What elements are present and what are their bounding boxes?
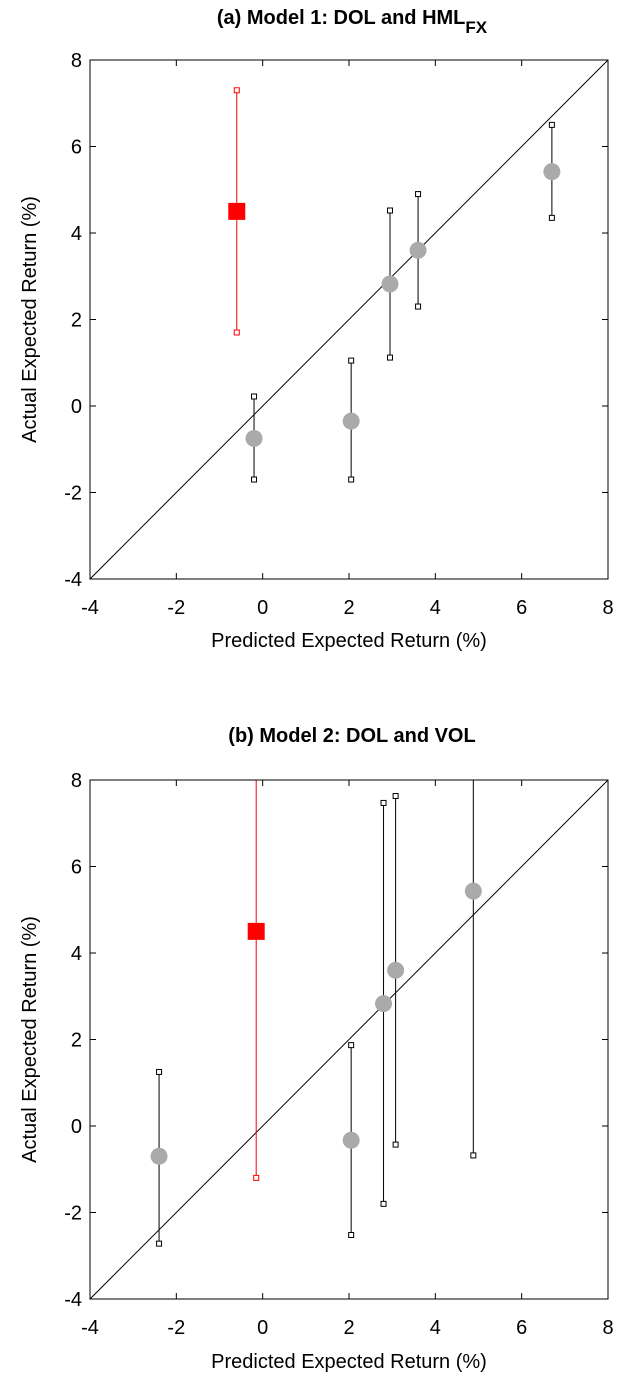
x-tick-label-3: 2	[343, 597, 354, 619]
y-tick-label-4: 4	[71, 943, 82, 965]
y-axis-label: Actual Expected Return (%)	[19, 196, 41, 443]
data-point-3	[381, 275, 399, 293]
error-bar-low-cap-2	[348, 476, 355, 483]
x-tick-label-6: 8	[602, 597, 613, 619]
plot-marks	[228, 87, 561, 483]
error-bar-low-cap-4	[392, 1141, 399, 1148]
x-tick-label-5: 6	[516, 597, 527, 619]
highlight-point-1	[247, 922, 265, 940]
y-tick-label-6: 8	[71, 50, 82, 72]
y-tick-label-1: -2	[64, 483, 82, 505]
error-bar-high-cap-5	[548, 121, 555, 128]
x-tick-label-0: -4	[81, 597, 99, 619]
x-tick-label-2: 0	[257, 1317, 268, 1339]
data-point-2	[342, 412, 360, 430]
error-bar-low-cap-1	[253, 1174, 260, 1181]
diagonal-line	[89, 779, 609, 1300]
y-tick-label-5: 6	[71, 857, 82, 879]
data-point-4	[409, 241, 427, 259]
x-tick-label-0: -4	[81, 1317, 99, 1339]
chart-panel-b: (b) Model 2: DOL and VOL -4 -2 0 2 4 6 8 -4 -2 0 2 4…	[0, 688, 618, 1375]
error-bar-high-cap-3	[380, 799, 387, 806]
x-tick-label-1: -2	[167, 597, 185, 619]
chart-a: (a) Model 1: DOL and HMLFX -4 -2 0 2 4 6 8 -4 -2 0…	[19, 7, 614, 652]
error-bar-low-cap-1	[251, 476, 258, 483]
error-bar-high-cap-1	[251, 393, 258, 400]
x-tick-label-1: -2	[167, 1317, 185, 1339]
diagonal-line	[89, 59, 609, 580]
y-axis-label: Actual Expected Return (%)	[19, 916, 41, 1163]
data-point-1	[245, 429, 263, 447]
y-tick-label-3: 2	[71, 310, 82, 332]
error-bar-low-cap-5	[548, 214, 555, 221]
error-bar-low-cap-2	[348, 1231, 355, 1238]
y-tick-label-3: 2	[71, 1030, 82, 1052]
y-tick-label-2: 0	[71, 1116, 82, 1138]
chart-title-subscript: FX	[465, 18, 487, 37]
data-point-3	[375, 995, 393, 1013]
y-tick-label-1: -2	[64, 1203, 82, 1225]
error-bar-high-cap-4	[415, 191, 422, 198]
x-tick-label-4: 4	[430, 1317, 441, 1339]
chart-title: (b) Model 2: DOL and VOL	[228, 725, 475, 747]
y-tick-label-0: -4	[64, 1289, 82, 1311]
error-bar-high-cap-0	[156, 1068, 163, 1075]
error-bar-low-cap-3	[380, 1200, 387, 1207]
data-point-5	[464, 882, 482, 900]
error-bar-low-cap-0	[156, 1240, 163, 1247]
error-bar-high-cap-4	[392, 793, 399, 800]
x-tick-label-5: 6	[516, 1317, 527, 1339]
error-bar-high-cap-3	[387, 207, 394, 214]
plot-marks	[150, 780, 482, 1247]
error-bar-high-cap-0	[233, 87, 240, 94]
data-point-5	[543, 163, 561, 181]
y-tick-label-6: 8	[71, 770, 82, 792]
x-tick-label-2: 0	[257, 597, 268, 619]
y-tick-label-0: -4	[64, 569, 82, 591]
error-bar-low-cap-5	[470, 1152, 477, 1159]
data-point-2	[342, 1131, 360, 1149]
error-bar-high-cap-2	[348, 1042, 355, 1049]
chart-b: (b) Model 2: DOL and VOL -4 -2 0 2 4 6 8 -4 -2 0 2 4…	[19, 725, 614, 1373]
chart-title: (a) Model 1: DOL and HMLFX	[217, 7, 488, 37]
error-bar-high-cap-2	[348, 357, 355, 364]
x-tick-label-4: 4	[430, 597, 441, 619]
error-bar-low-cap-4	[415, 303, 422, 310]
error-bar-low-cap-0	[233, 329, 240, 336]
chart-panel-a: (a) Model 1: DOL and HMLFX -4 -2 0 2 4 6 8 -4 -2 0…	[0, 0, 618, 670]
x-axis-label: Predicted Expected Return (%)	[211, 630, 487, 652]
y-tick-label-2: 0	[71, 396, 82, 418]
error-bar-low-cap-3	[387, 354, 394, 361]
x-tick-label-3: 2	[343, 1317, 354, 1339]
data-point-4	[387, 961, 405, 979]
data-point-0	[150, 1147, 168, 1165]
x-axis-label: Predicted Expected Return (%)	[211, 1351, 487, 1373]
y-tick-label-5: 6	[71, 137, 82, 159]
y-tick-label-4: 4	[71, 223, 82, 245]
x-tick-label-6: 8	[602, 1317, 613, 1339]
highlight-point-0	[228, 202, 246, 220]
